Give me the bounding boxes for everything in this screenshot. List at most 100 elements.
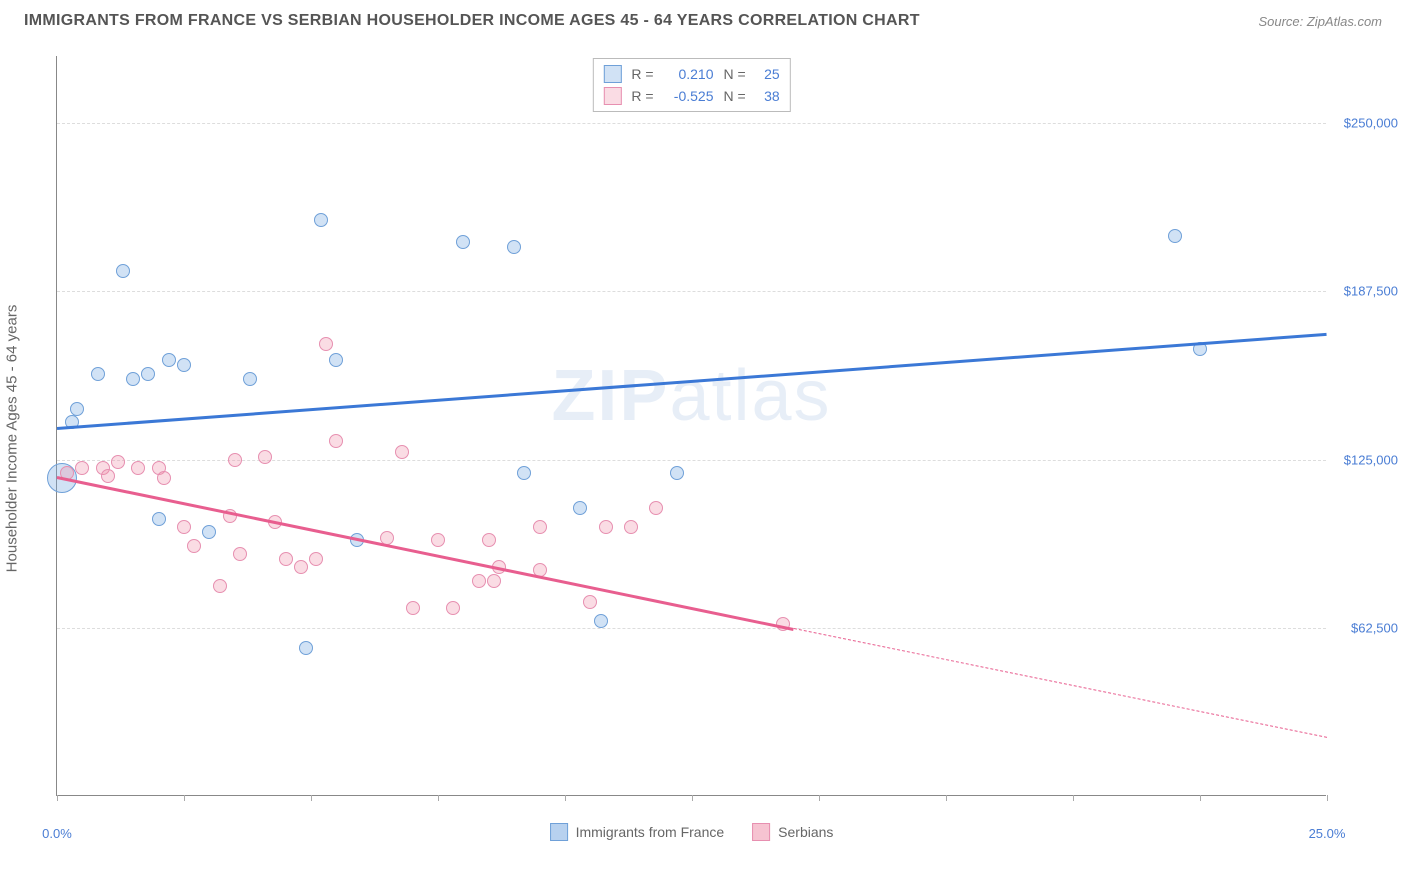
legend-swatch-serbians-icon [752,823,770,841]
data-point [258,450,272,464]
data-point [624,520,638,534]
data-point [533,520,547,534]
x-tick [692,795,693,801]
legend-row-series-1: R = 0.210 N = 25 [603,63,779,85]
x-tick [946,795,947,801]
n-value-1: 25 [756,66,780,82]
x-tick [438,795,439,801]
data-point [111,455,125,469]
data-point [649,501,663,515]
n-value-2: 38 [756,88,780,104]
data-point [309,552,323,566]
correlation-legend: R = 0.210 N = 25 R = -0.525 N = 38 [592,58,790,112]
legend-swatch-france-icon [550,823,568,841]
data-point [233,547,247,561]
x-tick [184,795,185,801]
r-value-2: -0.525 [664,88,714,104]
chart-header: IMMIGRANTS FROM FRANCE VS SERBIAN HOUSEH… [0,0,1406,38]
gridline [57,460,1326,461]
data-point [395,445,409,459]
data-point [294,560,308,574]
data-point [126,372,140,386]
r-label: R = [631,66,653,82]
data-point [446,601,460,615]
data-point [177,520,191,534]
legend-item-france: Immigrants from France [550,823,725,841]
data-point [141,367,155,381]
data-point [487,574,501,588]
legend-label-france: Immigrants from France [576,824,725,840]
chart-title: IMMIGRANTS FROM FRANCE VS SERBIAN HOUSEH… [24,12,920,30]
data-point [517,466,531,480]
data-point [116,264,130,278]
data-point [406,601,420,615]
plot-area: ZIPatlas R = 0.210 N = 25 R = -0.525 N =… [56,56,1326,796]
legend-swatch-pink [603,87,621,105]
data-point [75,461,89,475]
data-point [670,466,684,480]
x-tick [1073,795,1074,801]
data-point [228,453,242,467]
data-point [594,614,608,628]
legend-row-series-2: R = -0.525 N = 38 [603,85,779,107]
data-point [202,525,216,539]
data-point [472,574,486,588]
gridline [57,291,1326,292]
x-tick-label: 25.0% [1309,826,1346,841]
watermark-part1: ZIP [551,356,669,436]
data-point [187,539,201,553]
y-tick-label: $187,500 [1344,284,1398,299]
y-tick-label: $125,000 [1344,452,1398,467]
series-legend: Immigrants from France Serbians [550,823,834,841]
data-point [91,367,105,381]
x-tick [57,795,58,801]
gridline [57,628,1326,629]
y-tick-label: $250,000 [1344,116,1398,131]
data-point [507,240,521,254]
data-point [482,533,496,547]
r-value-1: 0.210 [664,66,714,82]
y-tick-label: $62,500 [1351,620,1398,635]
data-point [1168,229,1182,243]
x-tick-label: 0.0% [42,826,72,841]
n-label: N = [724,88,746,104]
source-attribution: Source: ZipAtlas.com [1258,14,1382,29]
data-point [599,520,613,534]
x-tick [1200,795,1201,801]
data-point [583,595,597,609]
data-point [573,501,587,515]
data-point [101,469,115,483]
legend-label-serbians: Serbians [778,824,833,840]
data-point [152,512,166,526]
data-point [213,579,227,593]
watermark: ZIPatlas [551,355,831,437]
chart-container: ZIPatlas R = 0.210 N = 25 R = -0.525 N =… [56,56,1376,816]
data-point [70,402,84,416]
data-point [456,235,470,249]
watermark-part2: atlas [669,356,831,436]
data-point [243,372,257,386]
trend-line-dashed [793,628,1327,738]
y-axis-label: Householder Income Ages 45 - 64 years [4,305,21,573]
data-point [177,358,191,372]
gridline [57,123,1326,124]
n-label: N = [724,66,746,82]
x-tick [819,795,820,801]
legend-item-serbians: Serbians [752,823,833,841]
data-point [157,471,171,485]
data-point [131,461,145,475]
data-point [279,552,293,566]
trend-line [57,476,794,630]
legend-swatch-blue [603,65,621,83]
data-point [314,213,328,227]
r-label: R = [631,88,653,104]
data-point [329,434,343,448]
data-point [329,353,343,367]
x-tick [565,795,566,801]
data-point [431,533,445,547]
x-tick [1327,795,1328,801]
data-point [162,353,176,367]
data-point [299,641,313,655]
x-tick [311,795,312,801]
data-point [319,337,333,351]
